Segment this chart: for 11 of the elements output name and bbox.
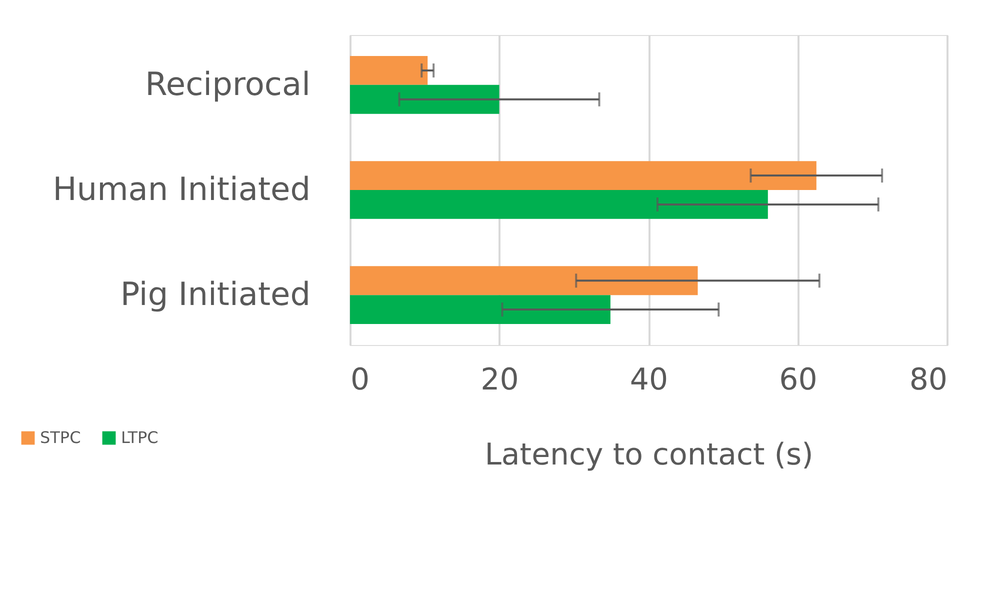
x-tick-label: 0 [350,362,370,398]
y-tick-label: Reciprocal [145,64,310,103]
x-tick-label: 40 [630,362,668,398]
x-tick-label: 20 [480,362,519,398]
y-tick-label: Pig Initiated [120,275,310,314]
legend-label: STPC [40,428,81,447]
x-tick-label: 60 [779,362,818,398]
x-axis-title: Latency to contact (s) [484,438,814,472]
x-tick-label: 80 [909,362,948,398]
y-tick-label: Human Initiated [52,170,310,208]
legend-label: LTPC [121,428,158,447]
